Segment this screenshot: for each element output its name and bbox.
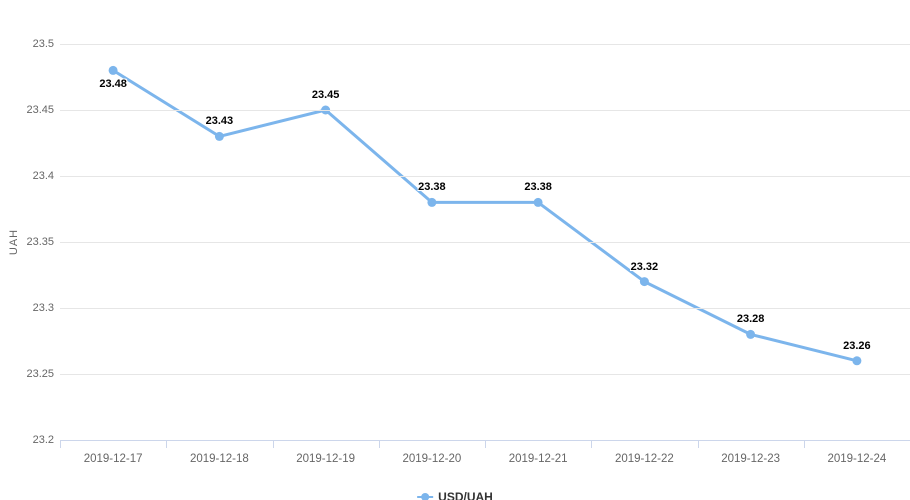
gridline <box>60 176 910 177</box>
y-axis-tick-label: 23.35 <box>26 236 54 248</box>
gridline <box>60 44 910 45</box>
gridline <box>60 308 910 309</box>
gridline <box>60 110 910 111</box>
y-axis-tick-label: 23.3 <box>32 302 54 314</box>
x-axis-tick <box>591 440 593 448</box>
x-axis-tick <box>485 440 486 448</box>
data-point-label: 23.28 <box>736 313 765 326</box>
gridline <box>60 374 910 375</box>
x-axis-tick <box>272 440 274 448</box>
data-point-marker[interactable] <box>108 65 118 75</box>
y-axis-tick-label: 23.45 <box>26 104 54 116</box>
series-line <box>111 68 859 363</box>
data-point-marker[interactable] <box>639 277 649 287</box>
data-point-marker[interactable] <box>427 197 437 207</box>
y-axis-tick-label: 23.2 <box>32 434 54 446</box>
legend-item-usd-uah[interactable]: USD/UAH <box>417 490 493 500</box>
x-axis-tick-label: 2019-12-17 <box>83 453 143 465</box>
y-axis-tick-label: 23.25 <box>26 368 54 380</box>
data-point-marker[interactable] <box>533 197 543 207</box>
legend-label: USD/UAH <box>438 490 493 500</box>
x-axis-tick <box>166 440 168 448</box>
y-axis-tick-label: 23.4 <box>32 170 54 182</box>
data-point-label: 23.26 <box>843 339 871 352</box>
x-axis-tick <box>803 440 805 448</box>
x-axis-tick-label: 2019-12-19 <box>296 453 356 465</box>
x-axis-tick <box>60 440 61 448</box>
data-point-label: 23.32 <box>630 260 659 273</box>
data-point-marker[interactable] <box>746 329 756 339</box>
data-point-marker[interactable] <box>852 356 862 366</box>
legend-line-marker-icon <box>417 491 434 500</box>
data-point-marker[interactable] <box>214 131 224 141</box>
data-point-label: 23.45 <box>311 89 340 101</box>
y-axis-title: UAH <box>8 228 20 256</box>
data-point-label: 23.48 <box>99 78 127 91</box>
gridline <box>60 242 910 243</box>
data-point-label: 23.38 <box>418 181 446 194</box>
x-axis-tick-label: 2019-12-21 <box>508 453 568 465</box>
x-axis-tick <box>697 440 699 448</box>
data-point-label: 23.43 <box>205 115 234 128</box>
x-axis-tick-label: 2019-12-20 <box>402 453 462 465</box>
x-axis-tick-label: 2019-12-23 <box>721 453 781 465</box>
data-point-label: 23.38 <box>524 181 552 194</box>
x-axis-tick-label: 2019-12-18 <box>189 453 249 465</box>
x-axis-tick <box>378 440 380 448</box>
x-axis-tick-label: 2019-12-22 <box>614 453 674 465</box>
x-axis-tick-label: 2019-12-24 <box>827 453 887 465</box>
legend-dot-icon <box>421 493 430 500</box>
y-axis-tick-label: 23.5 <box>32 38 54 50</box>
